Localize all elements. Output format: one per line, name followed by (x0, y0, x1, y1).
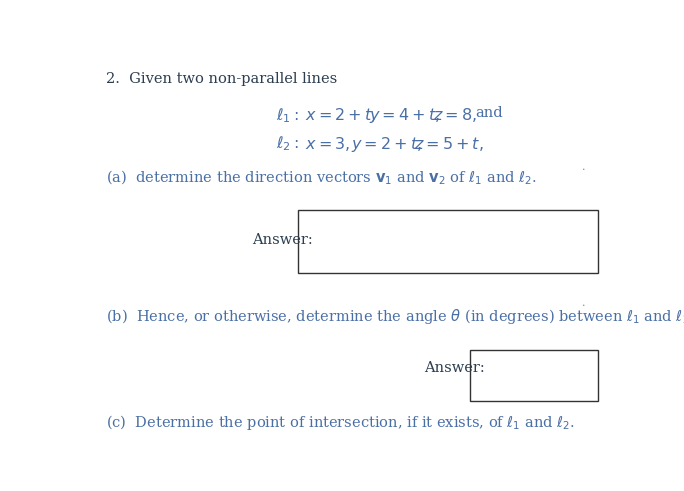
Text: $y = 4+t,$: $y = 4+t,$ (369, 106, 440, 125)
Text: Answer:: Answer: (252, 233, 313, 247)
Text: 2.  Given two non-parallel lines: 2. Given two non-parallel lines (105, 72, 337, 86)
Text: $z = 8,$: $z = 8,$ (433, 106, 477, 124)
Text: $y = 2+t,$: $y = 2+t,$ (350, 135, 421, 154)
Text: .: . (582, 298, 586, 308)
Text: $\ell_2:\;$: $\ell_2:\;$ (276, 135, 300, 153)
Text: (a)  determine the direction vectors $\mathbf{v}_1$ and $\mathbf{v}_2$ of $\ell_: (a) determine the direction vectors $\ma… (105, 168, 536, 187)
Text: (b)  Hence, or otherwise, determine the angle $\theta$ (in degrees) between $\el: (b) Hence, or otherwise, determine the a… (105, 306, 684, 326)
Text: Answer:: Answer: (423, 361, 484, 376)
Text: .: . (582, 162, 586, 172)
Text: $x = 2+t,$: $x = 2+t,$ (306, 106, 377, 124)
Text: and: and (475, 106, 503, 120)
Text: $\ell_1:\;$: $\ell_1:\;$ (276, 106, 300, 125)
Text: $z = 5+t,$: $z = 5+t,$ (415, 135, 484, 153)
Text: $x = 3,$: $x = 3,$ (306, 135, 351, 153)
Bar (298, 210, 598, 273)
Text: (c)  Determine the point of intersection, if it exists, of $\ell_1$ and $\ell_2$: (c) Determine the point of intersection,… (105, 413, 575, 432)
Bar (471, 350, 598, 401)
